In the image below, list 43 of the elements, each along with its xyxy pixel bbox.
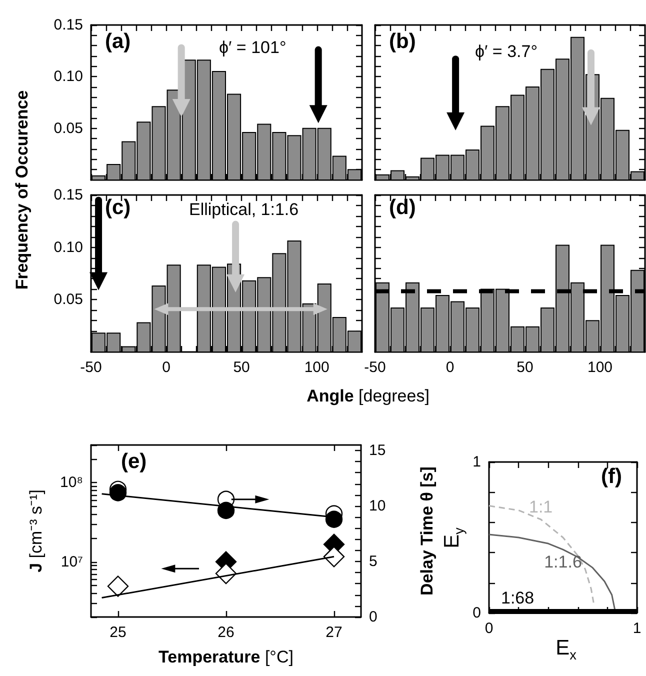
y-tick-label: 10⁷ bbox=[60, 553, 83, 570]
annotation: Elliptical, 1:1.6 bbox=[189, 200, 299, 219]
annotation: ϕ′ = 101° bbox=[219, 38, 286, 57]
x-tick-label: 27 bbox=[326, 624, 342, 641]
y-axis-title: Frequency of Occurence bbox=[12, 90, 32, 290]
annotation: (f) bbox=[601, 465, 622, 488]
y-tick-label: 0.10 bbox=[54, 68, 83, 86]
x-axis-title: Temperature [°C] bbox=[158, 648, 294, 666]
annotation: ϕ′ = 3.7° bbox=[475, 42, 538, 61]
x-tick-label: -50 bbox=[80, 359, 102, 376]
y-tick-label: 0.05 bbox=[54, 291, 83, 308]
y-tick-label: 0.10 bbox=[54, 238, 83, 256]
x-tick-label: 100 bbox=[304, 359, 330, 376]
x-tick-label: 0 bbox=[446, 359, 454, 376]
y-tick-label: 0.05 bbox=[54, 120, 83, 137]
annotation: (c) bbox=[105, 196, 131, 219]
y-tick-label: 0.15 bbox=[54, 186, 83, 204]
series-label: 1:1.6 bbox=[544, 552, 582, 572]
x-axis-title: Angle [degrees] bbox=[306, 386, 430, 406]
y-tick-label: 0.15 bbox=[54, 16, 83, 34]
y2-axis-title: Delay Time θ [s] bbox=[418, 466, 436, 596]
y2-tick-label: 5 bbox=[369, 553, 378, 570]
x-tick-label: 25 bbox=[110, 624, 126, 641]
annotation: (b) bbox=[389, 30, 416, 53]
y2-tick-label: 10 bbox=[369, 498, 386, 515]
annotation: (d) bbox=[389, 196, 416, 219]
x-tick-label: -50 bbox=[364, 359, 386, 376]
y-tick-label: 10⁸ bbox=[60, 474, 83, 492]
y2-tick-label: 15 bbox=[369, 442, 386, 460]
x-tick-label: 50 bbox=[516, 359, 534, 376]
x-tick-label: 26 bbox=[218, 624, 234, 641]
x-tick-label: 0 bbox=[162, 359, 170, 376]
legend-label: 1:68 bbox=[501, 588, 534, 608]
x-axis-title: E$_{x}$ bbox=[556, 636, 576, 663]
x-tick-label: 1 bbox=[632, 620, 642, 637]
series-label: 1:1 bbox=[528, 497, 553, 516]
annotation: (a) bbox=[105, 30, 131, 53]
x-tick-label: 0 bbox=[484, 620, 494, 637]
annotation: (e) bbox=[121, 450, 147, 473]
x-tick-label: 50 bbox=[233, 359, 250, 376]
y-axis-title: J [cm⁻³ s⁻¹] bbox=[26, 490, 46, 572]
y2-tick-label: 0 bbox=[369, 608, 378, 626]
x-tick-label: 100 bbox=[587, 359, 613, 376]
